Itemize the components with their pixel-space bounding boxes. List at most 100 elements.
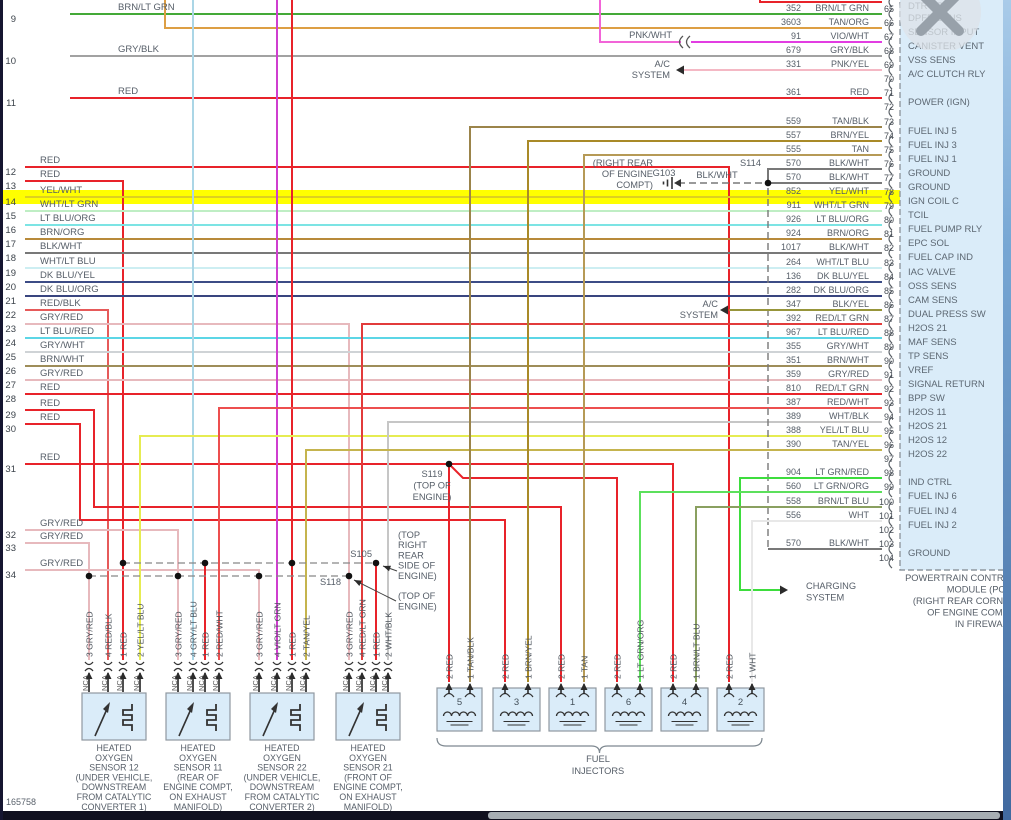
left-wire-color-code: RED <box>40 398 60 409</box>
wire-color-code: BLK/WHT <box>829 242 870 252</box>
circuit-number: 852 <box>786 186 801 196</box>
s105-note: SIDE OF <box>398 561 436 571</box>
wire-pnk-wht <box>599 0 681 43</box>
injector-pin-code: 1 TAN <box>580 656 590 679</box>
nca-label: NCA <box>115 675 124 691</box>
close-button[interactable] <box>893 0 989 53</box>
wire-row23-to-s21-3 <box>25 323 350 660</box>
inline-connector-half <box>371 661 381 666</box>
left-row-number: 19 <box>5 268 16 279</box>
circuit-number: 570 <box>786 158 801 168</box>
circuit-number: 926 <box>786 214 801 224</box>
sensor-pin-code: 2 RED/WHT <box>215 610 225 657</box>
left-wire-color-code: RED/BLK <box>40 298 81 309</box>
circuit-number: 264 <box>786 257 801 267</box>
vertical-scrollbar[interactable] <box>1003 0 1011 820</box>
injector-pin-code: 2 RED <box>501 654 511 679</box>
inline-connector-half <box>84 667 94 672</box>
injector-box-5 <box>436 687 483 732</box>
wire-color-code: GRY/WHT <box>827 341 870 351</box>
pcm-pin-number: 101 <box>879 511 894 521</box>
ac-system-1: A/C <box>655 59 671 69</box>
pcm-name: MODULE (PCM) <box>947 585 1011 595</box>
injector-coil-symbol <box>723 711 758 717</box>
pcm-pin-function: H2OS 11 <box>908 407 946 418</box>
inline-connector-half <box>103 667 113 672</box>
s105-note: REAR <box>398 550 424 560</box>
left-wire-color-code: RED <box>40 155 60 166</box>
left-wire-color-code: BRN/WHT <box>40 354 85 365</box>
pcm-pin-connector <box>888 529 893 541</box>
inline-connector-half <box>135 661 145 666</box>
circuit-number: 911 <box>787 200 801 210</box>
sensor-box-hego-11 <box>165 692 231 741</box>
splice-dot <box>174 572 182 580</box>
injector-number: 2 <box>738 697 743 708</box>
horizontal-scrollbar-thumb[interactable] <box>488 812 1000 819</box>
pcm-pin-number: 102 <box>879 525 894 535</box>
pcm-pin-connector <box>888 416 893 428</box>
pcm-pin-number: 80 <box>884 215 894 225</box>
wire-pin87-to-s21-4 <box>361 323 882 660</box>
injector-pin-code: 1 LT GRN/ORG <box>636 620 646 679</box>
horizontal-scrollbar[interactable] <box>3 811 1003 820</box>
wire-color-code: GRY/RED <box>828 369 869 379</box>
pcm-pin-number: 91 <box>884 370 894 380</box>
sensor-pin-code: 1 RED <box>372 632 382 657</box>
lead-arrowhead <box>669 683 677 690</box>
pcm-pin-connector <box>888 149 893 161</box>
s105-note: ENGINE) <box>398 571 437 581</box>
inline-connector-half <box>200 661 210 666</box>
inline-connector-half <box>383 667 393 672</box>
sensor-symbol-hego-21 <box>348 708 362 737</box>
inline-connector-half <box>272 667 282 672</box>
g103-label: G103 <box>653 168 676 178</box>
sensor-pin-code: 3 GRY/RED <box>85 611 95 657</box>
left-row-number: 20 <box>5 282 16 293</box>
pcm-pin-connector <box>888 388 893 400</box>
pcm-pin-number: 99 <box>884 482 894 492</box>
sensor-pin-code: 3 GRY/RED <box>174 611 184 657</box>
pcm-pin-number: 79 <box>884 201 894 211</box>
circuit-number: 352 <box>786 3 801 13</box>
wire-pin96-to-s22-2 <box>305 449 882 660</box>
lead-arrowhead <box>85 672 93 679</box>
wire-color-code: BLK/YEL <box>832 299 869 309</box>
left-wire-color-code: YEL/WHT <box>40 185 82 196</box>
g103-note: (RIGHT REAR <box>593 158 654 168</box>
injector-pin-code: 2 RED <box>445 654 455 679</box>
left-wire-color-code: RED <box>40 412 60 423</box>
pcm-pin-connector <box>888 304 893 316</box>
ground-symbol-arrow <box>674 179 681 187</box>
wire-color-code: LT GRN/ORG <box>814 481 869 491</box>
wire-color-code: LT BLU/ORG <box>816 214 869 224</box>
wire-color-code: TAN <box>852 144 869 154</box>
wire-color-code: DK BLU/ORG <box>813 285 869 295</box>
pcm-pin-function: H2OS 21 <box>908 323 947 334</box>
pcm-pin-function: H2OS 22 <box>908 449 947 460</box>
sensor-name-line: SENSOR 21 <box>343 763 392 773</box>
sensor-box-hego-22 <box>249 692 315 741</box>
circuit-number: 3603 <box>781 17 801 27</box>
inline-connector-half <box>135 667 145 672</box>
lead-arrowhead <box>345 672 353 679</box>
pcm-pin-connector <box>888 64 893 76</box>
inline-connector-half <box>344 661 354 666</box>
circuit-number: 359 <box>786 369 801 379</box>
sensor-heater-symbol <box>290 704 301 731</box>
lead-arrowhead <box>201 672 209 679</box>
injector-number: 5 <box>457 697 462 708</box>
pcm-pin-function: A/C CLUTCH RLY <box>908 69 986 80</box>
wire-color-code: TAN/YEL <box>832 439 869 449</box>
lead-arrowhead <box>136 672 144 679</box>
nca-label: NCA <box>197 675 206 691</box>
inline-connector-half <box>287 661 297 666</box>
pcm-pin-function: VSS SENS <box>908 55 956 66</box>
pcm-pin-number: 88 <box>884 328 894 338</box>
pcm-pin-number: 98 <box>884 468 894 478</box>
sensor-pin-code: 3 GRY/RED <box>345 611 355 657</box>
pcm-pin-connector <box>888 557 893 569</box>
pcm-pin-function: FUEL INJ 4 <box>908 506 957 517</box>
inline-connector-half <box>254 661 264 666</box>
